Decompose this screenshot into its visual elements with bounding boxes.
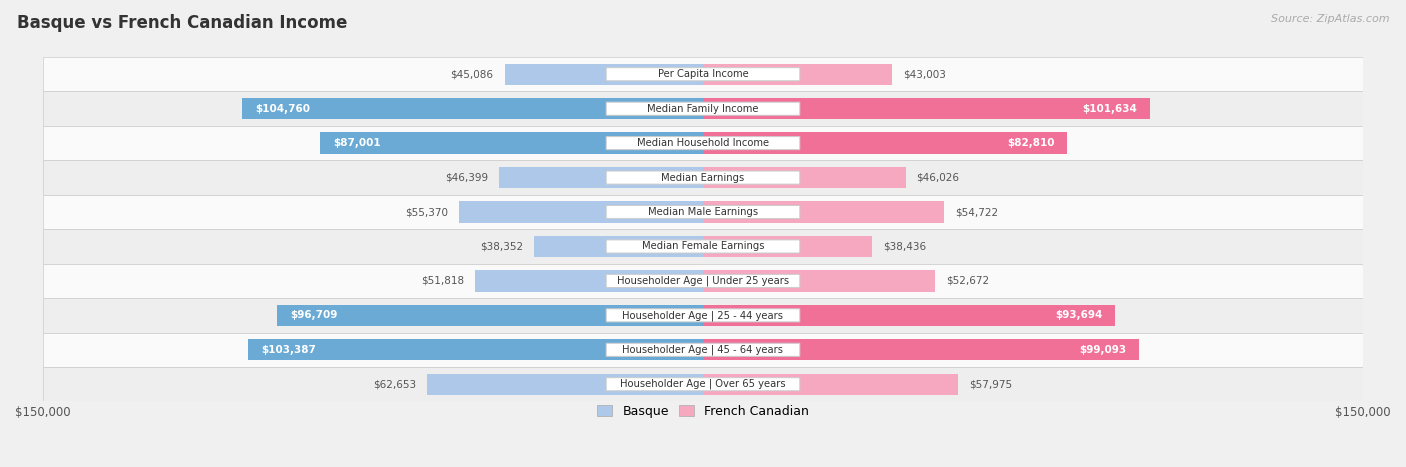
FancyBboxPatch shape: [606, 205, 800, 219]
Text: Householder Age | 45 - 64 years: Householder Age | 45 - 64 years: [623, 345, 783, 355]
FancyBboxPatch shape: [606, 102, 800, 115]
FancyBboxPatch shape: [606, 378, 800, 391]
Text: Median Male Earnings: Median Male Earnings: [648, 207, 758, 217]
Bar: [42, 333, 1364, 367]
Bar: [460, 201, 703, 223]
Text: $101,634: $101,634: [1083, 104, 1137, 113]
Text: Median Earnings: Median Earnings: [661, 173, 745, 183]
Bar: [703, 236, 872, 257]
Bar: [703, 133, 1067, 154]
Legend: Basque, French Canadian: Basque, French Canadian: [592, 400, 814, 423]
Bar: [505, 64, 703, 85]
Bar: [703, 167, 905, 188]
Text: $51,818: $51,818: [420, 276, 464, 286]
Text: Householder Age | 25 - 44 years: Householder Age | 25 - 44 years: [623, 310, 783, 321]
Text: $38,352: $38,352: [479, 241, 523, 251]
Text: Per Capita Income: Per Capita Income: [658, 69, 748, 79]
Bar: [703, 201, 943, 223]
Text: $52,672: $52,672: [946, 276, 988, 286]
Text: $57,975: $57,975: [969, 379, 1012, 389]
Bar: [42, 229, 1364, 264]
Bar: [42, 160, 1364, 195]
Text: $103,387: $103,387: [262, 345, 316, 355]
Bar: [534, 236, 703, 257]
Bar: [42, 367, 1364, 402]
Bar: [42, 57, 1364, 92]
Bar: [499, 167, 703, 188]
Bar: [703, 304, 1115, 326]
Bar: [42, 264, 1364, 298]
Text: Median Family Income: Median Family Income: [647, 104, 759, 113]
FancyBboxPatch shape: [606, 309, 800, 322]
Bar: [703, 339, 1139, 361]
Text: Basque vs French Canadian Income: Basque vs French Canadian Income: [17, 14, 347, 32]
Bar: [42, 195, 1364, 229]
Text: Householder Age | Over 65 years: Householder Age | Over 65 years: [620, 379, 786, 389]
Text: Median Household Income: Median Household Income: [637, 138, 769, 148]
Text: $82,810: $82,810: [1007, 138, 1054, 148]
FancyBboxPatch shape: [606, 275, 800, 288]
Bar: [703, 98, 1150, 120]
Text: Source: ZipAtlas.com: Source: ZipAtlas.com: [1271, 14, 1389, 24]
Bar: [42, 298, 1364, 333]
Bar: [475, 270, 703, 291]
Bar: [42, 126, 1364, 160]
FancyBboxPatch shape: [606, 171, 800, 184]
Text: $43,003: $43,003: [903, 69, 946, 79]
Bar: [321, 133, 703, 154]
Text: $45,086: $45,086: [450, 69, 494, 79]
Text: $46,399: $46,399: [444, 173, 488, 183]
Bar: [242, 98, 703, 120]
Text: Householder Age | Under 25 years: Householder Age | Under 25 years: [617, 276, 789, 286]
Text: $46,026: $46,026: [917, 173, 959, 183]
Text: $38,436: $38,436: [883, 241, 927, 251]
Text: $62,653: $62,653: [373, 379, 416, 389]
Text: $93,694: $93,694: [1054, 311, 1102, 320]
FancyBboxPatch shape: [606, 136, 800, 150]
FancyBboxPatch shape: [606, 68, 800, 81]
Bar: [703, 374, 957, 395]
Text: $104,760: $104,760: [254, 104, 311, 113]
Text: Median Female Earnings: Median Female Earnings: [641, 241, 765, 251]
FancyBboxPatch shape: [606, 343, 800, 356]
Text: $87,001: $87,001: [333, 138, 381, 148]
Bar: [427, 374, 703, 395]
Text: $96,709: $96,709: [291, 311, 337, 320]
Text: $54,722: $54,722: [955, 207, 998, 217]
Bar: [42, 92, 1364, 126]
Text: $99,093: $99,093: [1078, 345, 1126, 355]
Text: $55,370: $55,370: [405, 207, 449, 217]
FancyBboxPatch shape: [606, 240, 800, 253]
Bar: [247, 339, 703, 361]
Bar: [703, 270, 935, 291]
Bar: [277, 304, 703, 326]
Bar: [703, 64, 893, 85]
